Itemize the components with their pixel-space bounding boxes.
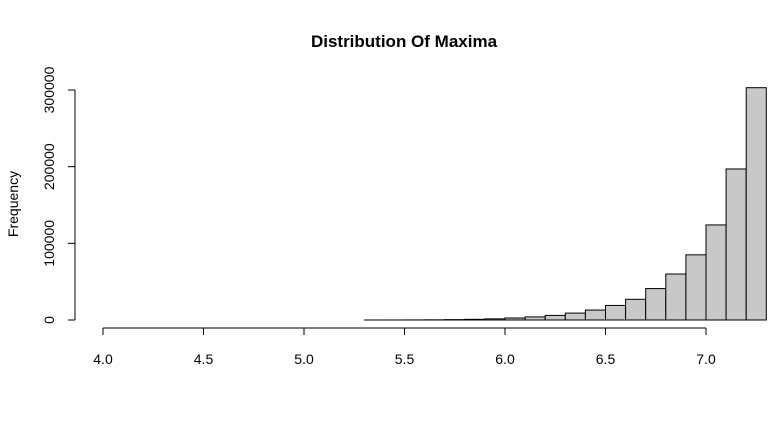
- histogram-bar: [705, 224, 727, 321]
- histogram-bar: [464, 318, 486, 321]
- y-tick-label: 100000: [41, 220, 57, 267]
- histogram-bar: [745, 87, 767, 321]
- histogram-bar: [685, 254, 707, 321]
- y-tick-label: 300000: [41, 66, 57, 113]
- x-tick-label: 7.0: [696, 351, 716, 367]
- y-axis: 0 100000 200000 300000: [41, 66, 76, 324]
- x-tick-label: 4.5: [194, 351, 214, 367]
- bars-group: [363, 87, 767, 321]
- histogram-bar: [504, 317, 526, 321]
- histogram-bar: [544, 314, 566, 321]
- x-tick-label: 4.0: [93, 351, 113, 367]
- x-tick-label: 5.5: [395, 351, 415, 367]
- histogram-bar: [484, 318, 506, 321]
- histogram-bar: [524, 316, 546, 321]
- x-axis: 4.0 4.5 5.0 5.5 6.0 6.5 7.0: [93, 327, 716, 367]
- y-tick-label: 200000: [41, 143, 57, 190]
- chart-title: Distribution Of Maxima: [311, 32, 498, 51]
- y-axis-label: Frequency: [5, 171, 21, 237]
- x-tick-label: 6.5: [596, 351, 616, 367]
- histogram-bar: [665, 273, 687, 321]
- x-tick-label: 5.0: [294, 351, 314, 367]
- histogram-bar: [625, 298, 647, 321]
- histogram-bar: [725, 168, 747, 321]
- histogram-bar: [645, 288, 667, 321]
- histogram-bar: [564, 312, 586, 321]
- x-tick-label: 6.0: [495, 351, 515, 367]
- y-tick-label: 0: [41, 316, 57, 324]
- histogram-bar: [605, 304, 627, 321]
- histogram-bar: [584, 309, 607, 321]
